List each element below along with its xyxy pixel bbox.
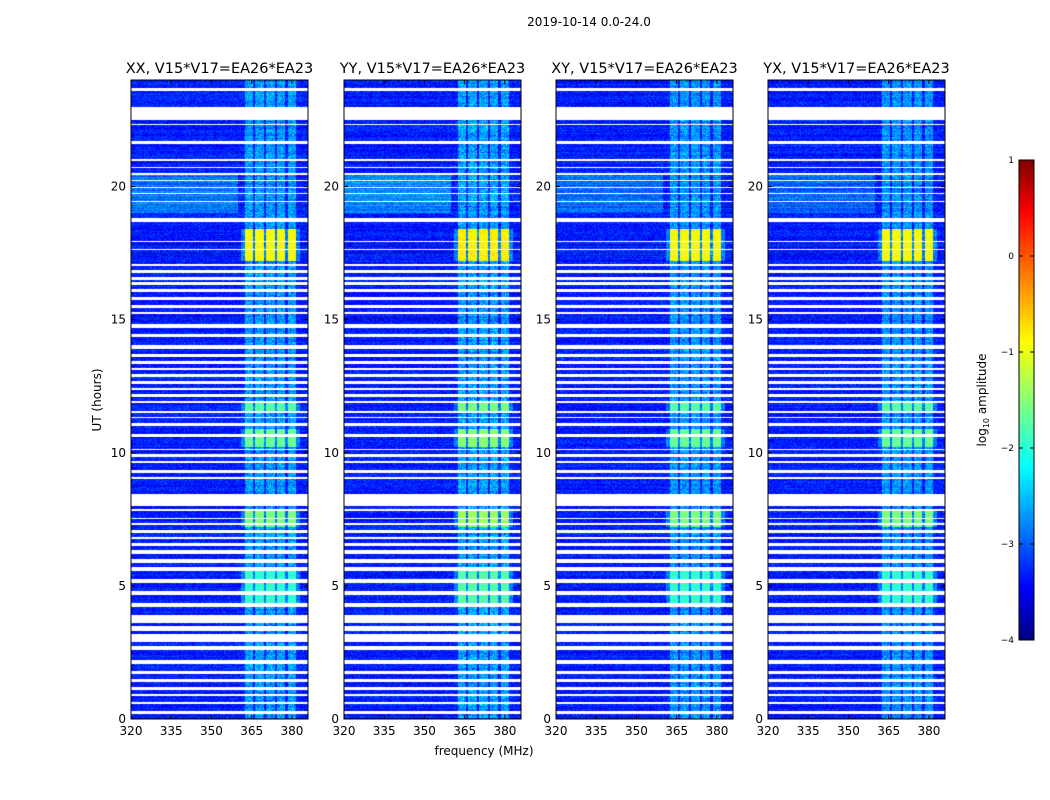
- colorbar-label-subscript: 10: [982, 418, 991, 428]
- colorbar-label-prefix: log: [975, 428, 989, 446]
- y-tick-label: 5: [543, 579, 551, 593]
- x-tick-label: 380: [705, 724, 728, 738]
- panel-3: XY, V15*V17=EA26*EA23 320 335 350 365 380 0 5 10…: [536, 61, 738, 738]
- colorbar-tick-label: −4: [1001, 636, 1015, 646]
- colorbar-tick-label: 0: [1008, 252, 1014, 262]
- panel-frame: [767, 79, 946, 720]
- y-tick-label: 15: [324, 313, 339, 327]
- x-tick-label: 320: [120, 724, 143, 738]
- x-tick-label: 365: [665, 724, 688, 738]
- heatmap-image: [556, 80, 733, 719]
- panel-frame: [343, 79, 522, 720]
- x-tick-label: 350: [837, 724, 860, 738]
- heatmap-image: [344, 80, 521, 719]
- panel-1: XX, V15*V17=EA26*EA23 320 335 350 365 380 0 5 10…: [111, 61, 314, 738]
- x-tick-label: 335: [373, 724, 396, 738]
- x-tick-label: 320: [333, 724, 356, 738]
- y-axis-label: UT (hours): [90, 368, 104, 431]
- y-tick-label: 5: [755, 579, 763, 593]
- y-tick-label: 5: [331, 579, 339, 593]
- heatmap-image: [131, 80, 308, 719]
- colorbar-tick-label: 1: [1008, 156, 1014, 166]
- panels-group: XX, V15*V17=EA26*EA23 320 335 350 365 380 0 5 10…: [111, 61, 950, 738]
- x-tick-label: 380: [917, 724, 940, 738]
- colorbar-ticks: 1 0 −1 −2 −3 −4: [1001, 156, 1034, 646]
- colorbar: 10−1−2−3−4 log10 amplitude: [975, 156, 1035, 646]
- panel-title: YY, V15*V17=EA26*EA23: [339, 61, 525, 77]
- y-tick-label: 15: [536, 313, 551, 327]
- y-tick-label: 15: [111, 313, 126, 327]
- panel-title: XX, V15*V17=EA26*EA23: [126, 61, 314, 77]
- panel-frame: [555, 79, 734, 720]
- y-tick-label: 10: [111, 446, 126, 460]
- y-tick-label: 0: [118, 712, 126, 726]
- y-tick-label: 0: [543, 712, 551, 726]
- x-tick-label: 335: [797, 724, 820, 738]
- panel-title: XY, V15*V17=EA26*EA23: [551, 61, 737, 77]
- figure-suptitle: 2019-10-14 0.0-24.0: [527, 15, 651, 29]
- x-tick-label: 350: [625, 724, 648, 738]
- x-tick-label: 365: [877, 724, 900, 738]
- x-tick-label: 320: [545, 724, 568, 738]
- colorbar-tick-label: −1: [1001, 348, 1014, 358]
- y-tick-label: 10: [324, 446, 339, 460]
- colorbar-tick-label: −3: [1001, 540, 1014, 550]
- panel-title: YX, V15*V17=EA26*EA23: [762, 61, 949, 77]
- x-tick-label: 380: [493, 724, 516, 738]
- x-tick-label: 380: [280, 724, 303, 738]
- y-tick-label: 20: [324, 180, 339, 194]
- x-tick-label: 320: [757, 724, 780, 738]
- y-tick-label: 20: [111, 180, 126, 194]
- y-tick-label: 10: [536, 446, 551, 460]
- y-tick-label: 5: [118, 579, 126, 593]
- colorbar-gradient: [1018, 159, 1035, 641]
- y-tick-label: 0: [331, 712, 339, 726]
- y-tick-label: 0: [755, 712, 763, 726]
- x-tick-label: 365: [453, 724, 476, 738]
- y-tick-label: 20: [748, 180, 763, 194]
- x-tick-label: 350: [200, 724, 223, 738]
- y-tick-label: 15: [748, 313, 763, 327]
- x-axis-label: frequency (MHz): [434, 744, 533, 758]
- x-tick-label: 335: [585, 724, 608, 738]
- panel-2: YY, V15*V17=EA26*EA23 320 335 350 365 380 0 5 10…: [324, 61, 525, 738]
- panel-4: YX, V15*V17=EA26*EA23 320 335 350 365 380 0 5 10…: [748, 61, 950, 738]
- x-tick-label: 350: [413, 724, 436, 738]
- x-tick-label: 365: [240, 724, 263, 738]
- y-tick-label: 20: [536, 180, 551, 194]
- x-tick-label: 335: [160, 724, 183, 738]
- panel-frame: [130, 79, 309, 720]
- heatmap-image: [768, 80, 945, 719]
- colorbar-label-suffix: amplitude: [975, 354, 989, 418]
- colorbar-label: log10 amplitude: [975, 354, 991, 447]
- y-tick-label: 10: [748, 446, 763, 460]
- colorbar-tick-label: −2: [1001, 444, 1014, 454]
